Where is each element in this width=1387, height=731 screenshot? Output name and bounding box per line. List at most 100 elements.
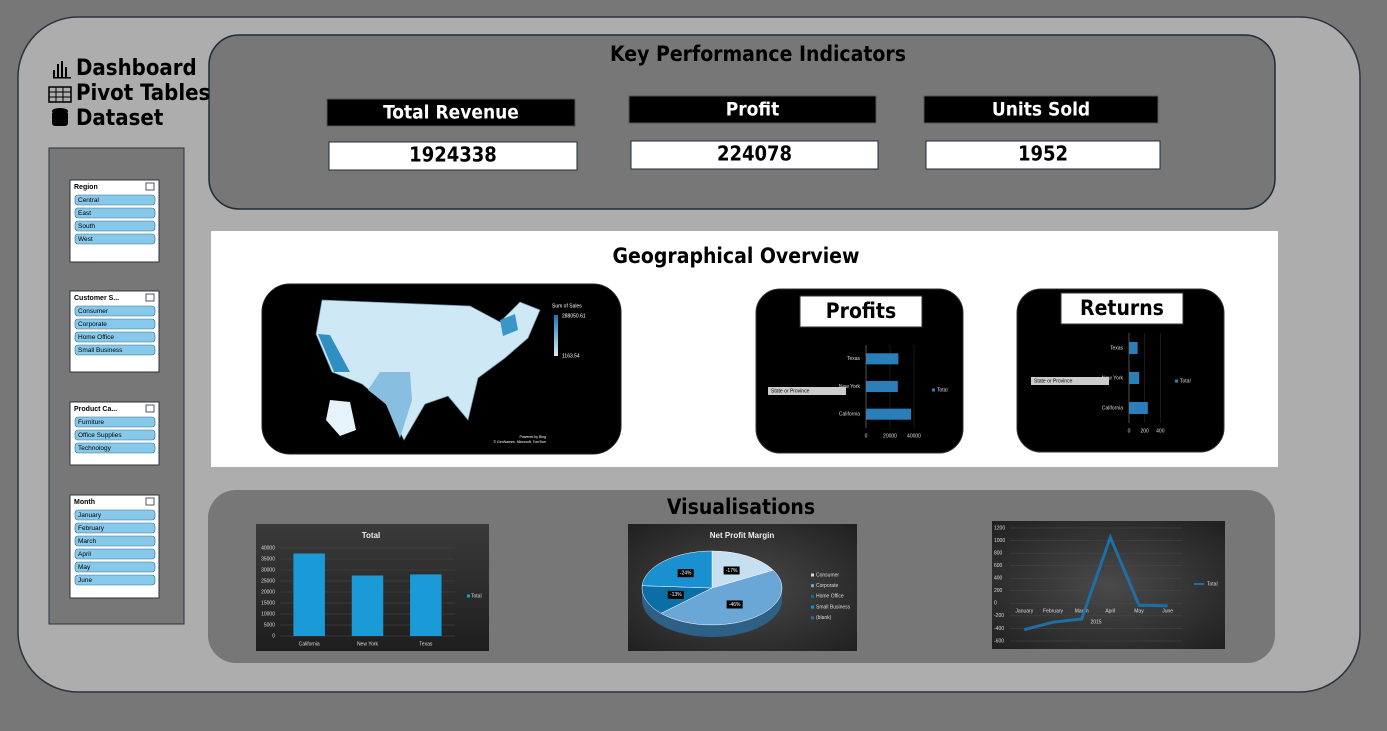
x-tick-label: 0 (1128, 428, 1131, 434)
y-tick-label: 40000 (261, 545, 275, 551)
slicer-item[interactable] (74, 305, 156, 317)
slicer-item[interactable] (74, 220, 156, 232)
filter-button[interactable] (1031, 377, 1109, 385)
filter-button[interactable] (768, 387, 846, 395)
map-legend-title: Sum of Sales (552, 303, 582, 309)
legend-swatch (932, 388, 935, 392)
x-tick-label: 400 (1156, 428, 1165, 434)
slicer-title: Region (74, 184, 98, 191)
bar (351, 575, 384, 636)
pie-slice (660, 569, 783, 626)
slicer-item-label: January (78, 512, 102, 519)
map-legend-bar (554, 315, 558, 356)
y-tick-label: California (1102, 405, 1123, 411)
y-tick-label: New York (839, 384, 861, 390)
chart-title: Net Profit Margin (710, 531, 775, 540)
nav-link[interactable]: Dashboard (76, 56, 197, 81)
slicer-item[interactable] (74, 194, 156, 206)
x-tick-label: New York (357, 641, 379, 647)
y-tick-label: 0 (994, 601, 997, 607)
bar (410, 574, 442, 636)
slicer (69, 290, 160, 373)
legend-swatch (1175, 379, 1178, 383)
data-label-box (677, 569, 694, 578)
slicer-item[interactable] (74, 509, 156, 521)
slicer-item-label: West (78, 236, 93, 243)
kpi-value: 1952 (1018, 142, 1068, 166)
slicer-item[interactable] (74, 344, 156, 356)
slicer-item-label: March (78, 538, 96, 545)
x-tick-label: May (1134, 609, 1144, 615)
data-label-box (667, 590, 684, 599)
x-tick-label: 20000 (883, 433, 897, 439)
data-label: -17% (726, 568, 738, 574)
legend-swatch (811, 616, 814, 620)
chart-title: Returns (1080, 296, 1164, 320)
legend-swatch (811, 584, 814, 588)
chart-title: Profits (826, 299, 896, 323)
pie-slice (711, 550, 774, 589)
nav-icons (48, 61, 72, 126)
slicer-title: Customer S... (74, 295, 119, 302)
filter-label: State or Province (771, 388, 810, 394)
slicer-item-label: Central (78, 197, 100, 204)
slicer-item[interactable] (74, 331, 156, 343)
y-tick-label: 15000 (261, 600, 275, 606)
slicer-item[interactable] (74, 561, 156, 573)
slicer-item-label: Corporate (78, 321, 107, 328)
map-legend-min: 1163.54 (562, 353, 580, 359)
slicer-item[interactable] (74, 416, 156, 428)
chart-box (1016, 288, 1225, 453)
slicer-item[interactable] (74, 535, 156, 547)
nav-link[interactable]: Dataset (76, 106, 164, 131)
slicer-item[interactable] (74, 548, 156, 560)
kpi-label: Total Revenue (383, 102, 519, 124)
data-label: -46% (729, 602, 741, 608)
kpi-label: Units Sold (992, 99, 1090, 121)
kpi-value: 1924338 (409, 143, 497, 167)
line-series (1023, 533, 1168, 632)
x-tick-label: April (1105, 609, 1115, 615)
kpi-label-box (326, 98, 576, 127)
y-tick-label: 10000 (261, 611, 275, 617)
slicer-clear-icon (145, 293, 155, 302)
slicer-item[interactable] (74, 233, 156, 245)
slicer-item[interactable] (74, 522, 156, 534)
slicer-item[interactable] (74, 429, 156, 441)
kpi-title: Key Performance Indicators (610, 42, 906, 66)
slicer-title: Month (74, 499, 95, 506)
legend-swatch (811, 605, 814, 609)
legend-label: Total (1207, 581, 1218, 587)
kpi-label-box (923, 95, 1159, 124)
slicer-item-label: Small Business (78, 347, 123, 354)
map-state (368, 372, 412, 438)
slicer-item[interactable] (74, 442, 156, 454)
slicer-clear-icon (145, 497, 155, 506)
y-tick-label: 1000 (994, 538, 1005, 544)
slicer-item[interactable] (74, 318, 156, 330)
slicer-clear-icon (145, 404, 155, 413)
y-tick-label: 400 (994, 576, 1003, 582)
bar (1129, 372, 1140, 384)
x-tick-label: February (1043, 609, 1064, 615)
map-state (500, 314, 518, 336)
map-credit: © GeoNames, Microsoft, TomTom (494, 440, 547, 444)
legend-swatch (467, 594, 470, 598)
y-tick-label: 25000 (261, 578, 275, 584)
slicer-item-label: South (78, 223, 95, 230)
x-tick-label: 200 (1140, 428, 1149, 434)
map-shape (315, 299, 541, 441)
x-tick-label: January (1015, 609, 1033, 615)
nav-link[interactable]: Pivot Tables (76, 81, 210, 106)
legend-label: Total (937, 387, 948, 393)
slicer-item[interactable] (74, 207, 156, 219)
slicer-item-label: April (78, 551, 92, 558)
legend-swatch (1194, 583, 1204, 585)
legend-label: Small Business (816, 604, 851, 610)
legend-label: Consumer (816, 572, 839, 578)
y-tick-label: New York (1102, 375, 1124, 381)
slicer-item-label: June (78, 577, 92, 584)
y-tick-label: -200 (994, 613, 1004, 619)
data-label: -13% (670, 592, 682, 598)
slicer-item[interactable] (74, 574, 156, 586)
